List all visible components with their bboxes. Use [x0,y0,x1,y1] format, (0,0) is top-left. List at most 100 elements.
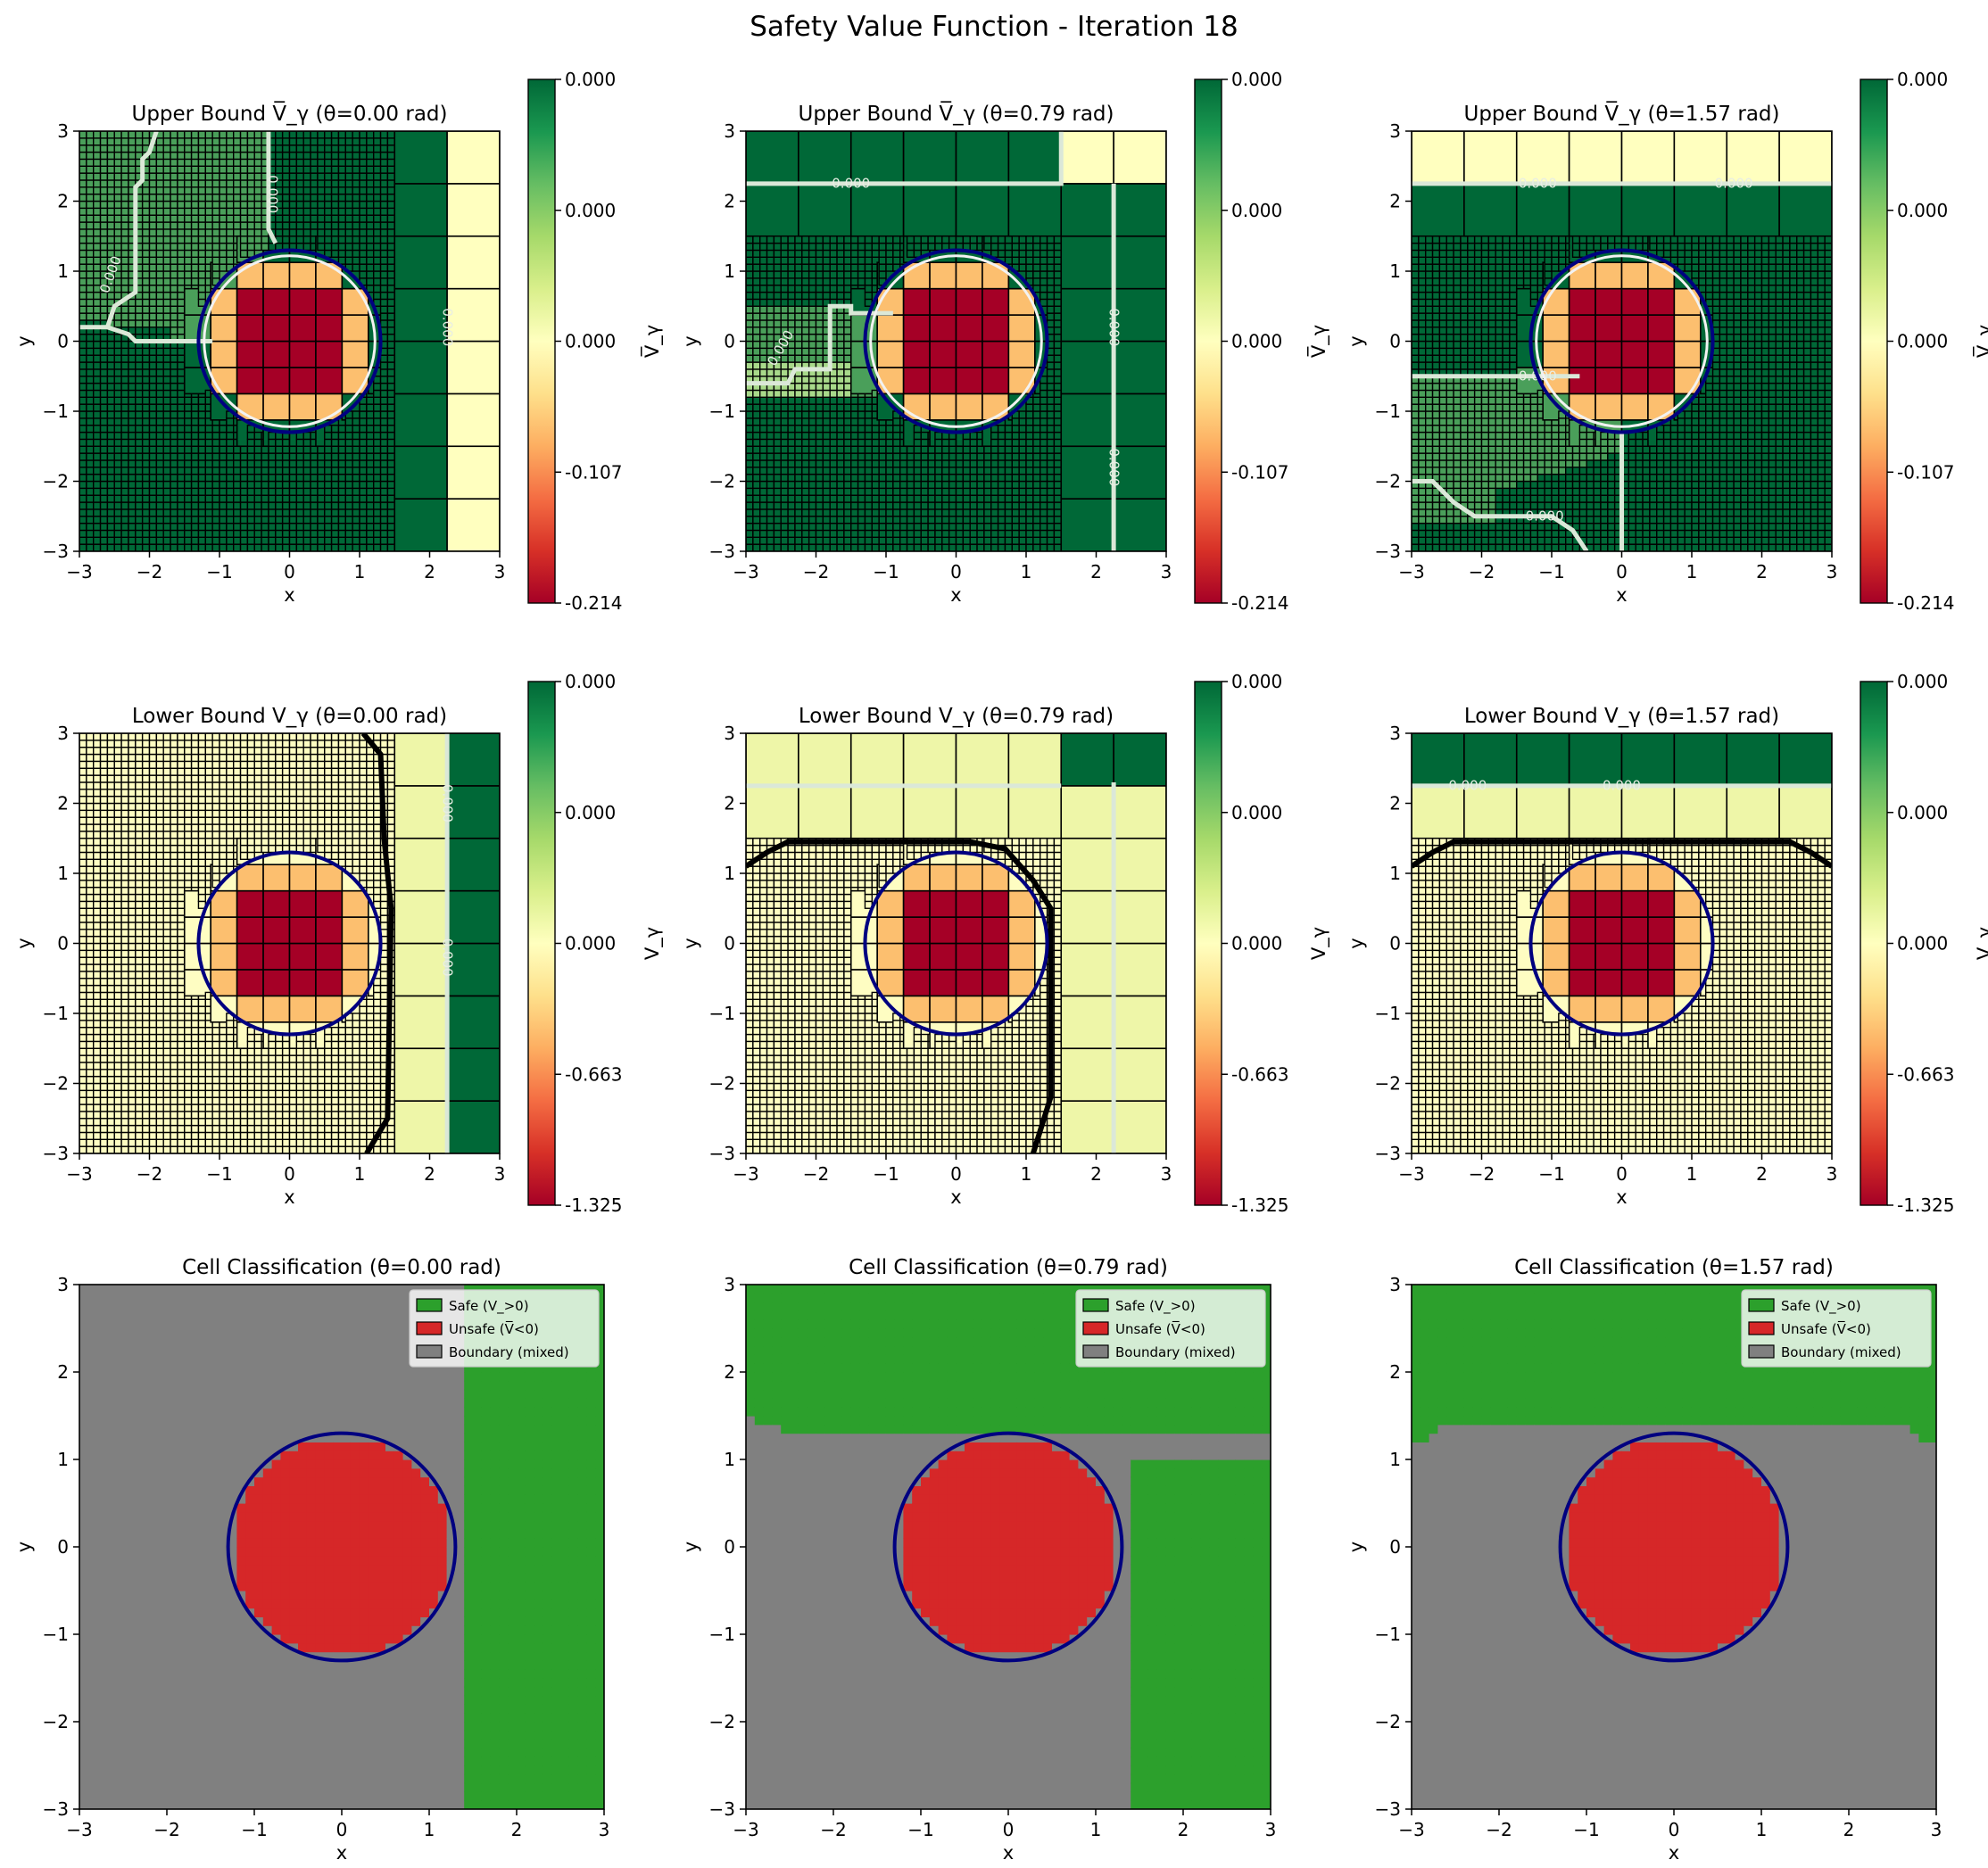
grid-cell [177,536,186,545]
grid-cell [836,529,845,539]
grid-cell [822,431,831,441]
grid-cell [1412,319,1420,328]
grid-cell [1025,467,1034,475]
grid-cell [1032,249,1041,259]
grid-cell [184,221,193,230]
grid-cell [204,186,213,195]
grid-cell [99,508,109,517]
grid-cell [773,529,782,539]
grid-cell [1586,508,1595,517]
grid-cell [1564,445,1574,454]
grid-cell [1431,285,1441,293]
grid-cell [1412,277,1420,286]
grid-cell [219,256,228,265]
grid-cell [1018,417,1027,426]
grid-cell [99,403,109,412]
panel-title: Upper Bound V̅_γ (θ=0.79 rad) [799,101,1114,126]
grid-cell [446,183,500,237]
grid-cell [843,291,852,301]
grid-cell [120,445,129,454]
grid-cell [864,256,874,265]
grid-cell [337,487,347,496]
grid-cell [197,277,206,286]
grid-cell [310,165,319,174]
grid-cell [211,131,220,139]
grid-cell [211,236,220,244]
grid-cell [268,431,277,441]
grid-cell [934,501,943,510]
grid-cell [268,501,277,510]
grid-cell [86,179,95,188]
grid-cell [253,207,262,216]
grid-cell [120,340,129,350]
grid-cell [1529,445,1538,454]
grid-cell [268,480,277,490]
grid-cell [1593,536,1602,545]
grid-cell [239,179,249,188]
x-tick-label: −1 [206,561,232,583]
grid-cell [1453,291,1462,301]
grid-cell [1480,236,1490,244]
grid-cell [99,501,109,510]
grid-cell [99,382,109,392]
grid-cell [275,445,284,454]
grid-cell [990,508,999,517]
grid-cell [997,425,1006,434]
grid-cell [1418,467,1427,475]
grid-cell [746,438,754,447]
grid-cell [1502,382,1511,392]
grid-cell [184,459,193,468]
grid-cell [302,494,311,503]
grid-cell [106,340,115,350]
grid-cell [219,263,228,272]
grid-cell [86,186,95,195]
grid-cell [1502,326,1511,335]
grid-cell [113,340,122,350]
grid-cell [386,172,395,181]
grid-cell [373,221,382,230]
grid-cell [1412,340,1420,350]
grid-cell [787,522,796,532]
grid-cell [1046,438,1056,447]
grid-cell [1460,354,1469,363]
grid-cell [982,287,1010,316]
grid-cell [801,347,810,356]
grid-cell [1586,438,1595,447]
grid-cell [1032,473,1041,483]
grid-cell [850,522,859,532]
grid-cell [288,487,298,496]
grid-cell [1418,501,1427,510]
grid-cell [162,452,171,461]
grid-cell [969,543,978,551]
grid-cell [190,172,200,181]
grid-cell [1522,467,1532,475]
grid-cell [857,410,866,419]
grid-cell [1516,403,1525,412]
grid-cell [386,186,395,195]
grid-cell [337,501,347,510]
grid-cell [226,200,235,210]
grid-cell [1032,270,1041,279]
grid-cell [261,473,269,483]
grid-cell [1551,522,1560,532]
grid-cell [843,480,852,490]
grid-cell [1487,291,1496,301]
grid-cell [1046,277,1056,286]
grid-cell [170,228,178,237]
grid-cell [1445,333,1454,343]
grid-cell [746,536,754,545]
grid-cell [344,508,353,517]
grid-cell [955,261,983,290]
grid-cell [746,298,754,307]
grid-cell [148,291,158,301]
grid-cell [204,221,213,230]
grid-cell [379,536,389,545]
grid-cell [246,494,255,503]
grid-cell [1502,494,1511,503]
grid-cell [1502,333,1511,343]
grid-cell [885,480,894,490]
grid-cell [1487,438,1496,447]
grid-cell [857,480,866,490]
grid-cell [86,396,95,405]
grid-cell [1480,487,1490,496]
